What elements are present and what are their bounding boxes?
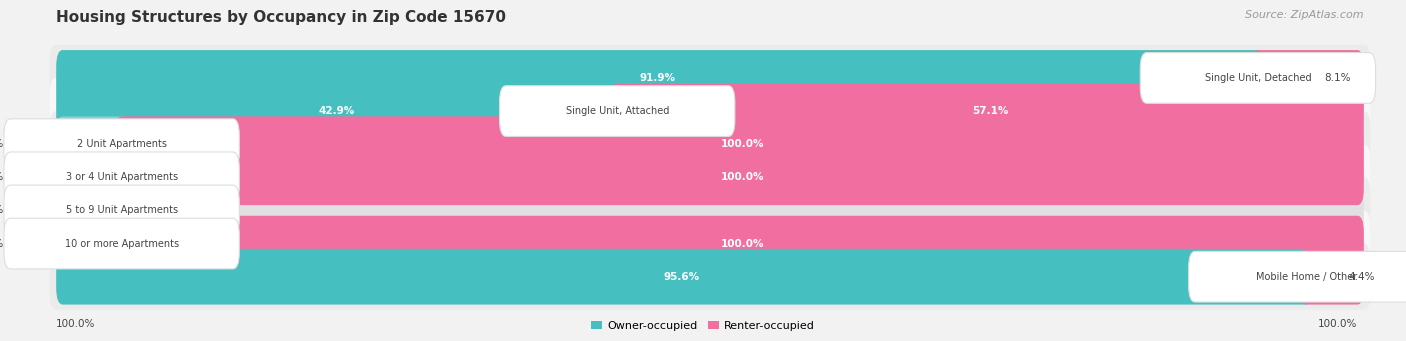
FancyBboxPatch shape <box>49 111 1371 177</box>
FancyBboxPatch shape <box>56 216 128 271</box>
FancyBboxPatch shape <box>56 50 1364 106</box>
Text: 0.0%: 0.0% <box>0 139 4 149</box>
Text: Mobile Home / Other: Mobile Home / Other <box>1256 272 1357 282</box>
Text: Single Unit, Attached: Single Unit, Attached <box>565 106 669 116</box>
FancyBboxPatch shape <box>499 86 735 136</box>
Text: 5 to 9 Unit Apartments: 5 to 9 Unit Apartments <box>66 205 177 216</box>
Text: 10 or more Apartments: 10 or more Apartments <box>65 239 179 249</box>
FancyBboxPatch shape <box>56 249 1313 305</box>
FancyBboxPatch shape <box>49 177 1371 243</box>
FancyBboxPatch shape <box>4 152 239 203</box>
Text: Source: ZipAtlas.com: Source: ZipAtlas.com <box>1246 10 1364 20</box>
FancyBboxPatch shape <box>56 116 128 172</box>
FancyBboxPatch shape <box>56 83 1364 139</box>
Text: Single Unit, Detached: Single Unit, Detached <box>1205 73 1312 83</box>
FancyBboxPatch shape <box>115 149 1364 205</box>
Legend: Owner-occupied, Renter-occupied: Owner-occupied, Renter-occupied <box>586 316 820 336</box>
FancyBboxPatch shape <box>610 83 1364 139</box>
Text: 100.0%: 100.0% <box>721 139 765 149</box>
Text: 100.0%: 100.0% <box>721 172 765 182</box>
FancyBboxPatch shape <box>4 185 239 236</box>
Text: 8.1%: 8.1% <box>1324 73 1350 83</box>
Text: 0.0%: 0.0% <box>0 239 4 249</box>
FancyBboxPatch shape <box>49 243 1371 310</box>
Text: 2 Unit Apartments: 2 Unit Apartments <box>76 139 167 149</box>
Text: 100.0%: 100.0% <box>56 319 96 329</box>
FancyBboxPatch shape <box>1140 53 1375 103</box>
Text: 0.0%: 0.0% <box>0 172 4 182</box>
Text: 95.6%: 95.6% <box>664 272 699 282</box>
FancyBboxPatch shape <box>56 183 1364 238</box>
Text: 100.0%: 100.0% <box>721 239 765 249</box>
Text: 4.4%: 4.4% <box>1348 272 1375 282</box>
FancyBboxPatch shape <box>56 149 1364 205</box>
FancyBboxPatch shape <box>1299 249 1364 305</box>
FancyBboxPatch shape <box>4 119 239 169</box>
FancyBboxPatch shape <box>49 45 1371 111</box>
Text: 57.1%: 57.1% <box>973 106 1008 116</box>
FancyBboxPatch shape <box>56 83 624 139</box>
Text: 3 or 4 Unit Apartments: 3 or 4 Unit Apartments <box>66 172 177 182</box>
Text: 42.9%: 42.9% <box>319 106 354 116</box>
FancyBboxPatch shape <box>49 144 1371 210</box>
FancyBboxPatch shape <box>56 116 1364 172</box>
FancyBboxPatch shape <box>49 210 1371 277</box>
FancyBboxPatch shape <box>56 216 1364 271</box>
FancyBboxPatch shape <box>49 78 1371 144</box>
FancyBboxPatch shape <box>56 183 128 238</box>
FancyBboxPatch shape <box>115 116 1364 172</box>
FancyBboxPatch shape <box>1251 50 1364 106</box>
FancyBboxPatch shape <box>56 50 1264 106</box>
Text: 100.0%: 100.0% <box>1317 319 1357 329</box>
Text: Housing Structures by Occupancy in Zip Code 15670: Housing Structures by Occupancy in Zip C… <box>56 10 506 25</box>
FancyBboxPatch shape <box>56 149 128 205</box>
FancyBboxPatch shape <box>1188 251 1406 302</box>
Text: 91.9%: 91.9% <box>640 73 675 83</box>
Text: 0.0%: 0.0% <box>0 205 4 216</box>
FancyBboxPatch shape <box>115 216 1364 271</box>
FancyBboxPatch shape <box>4 218 239 269</box>
FancyBboxPatch shape <box>56 249 1364 305</box>
